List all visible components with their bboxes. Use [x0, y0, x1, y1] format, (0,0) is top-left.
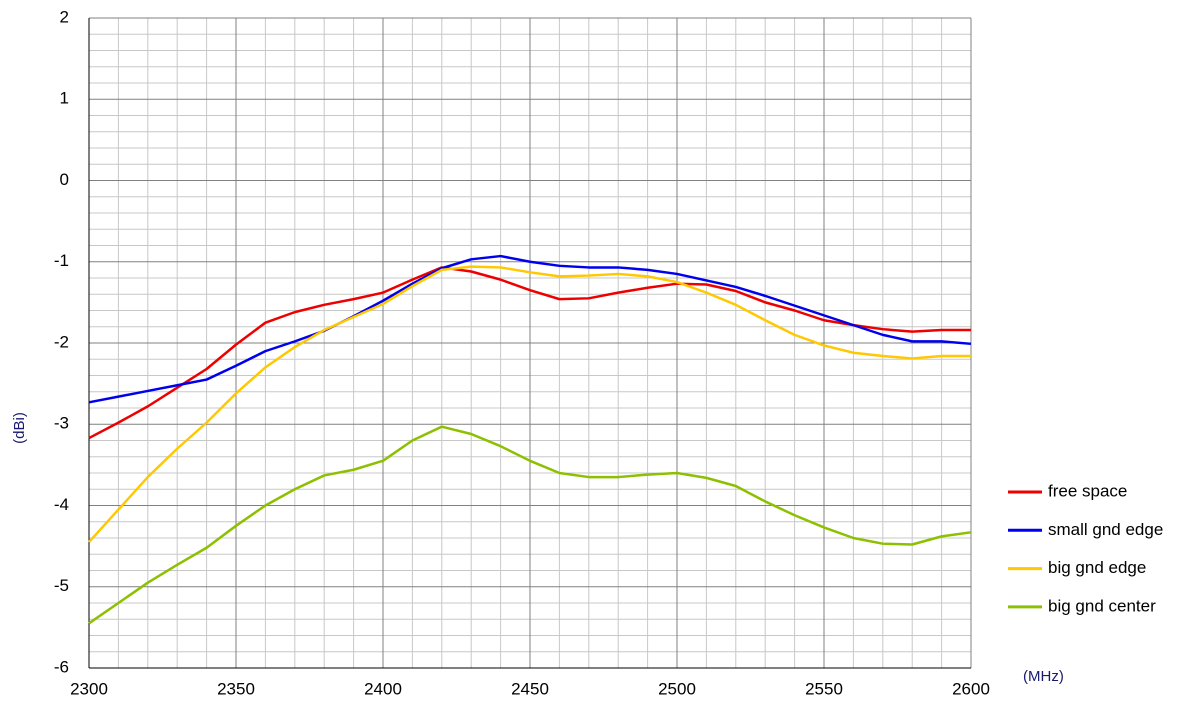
y-tick-label: 0 [60, 170, 69, 189]
y-tick-label: -1 [54, 251, 69, 270]
y-tick-label: -3 [54, 414, 69, 433]
legend-label: big gnd center [1048, 596, 1156, 615]
x-tick-label: 2400 [364, 679, 402, 698]
x-tick-label: 2600 [952, 679, 990, 698]
x-axis-label: (MHz) [1023, 668, 1064, 685]
x-tick-label: 2450 [511, 679, 549, 698]
x-tick-label: 2500 [658, 679, 696, 698]
line-series [88, 265, 971, 543]
y-tick-label: -5 [54, 576, 69, 595]
line-series [88, 266, 971, 440]
legend-label: big gnd edge [1048, 558, 1146, 577]
y-axis-label: (dBi) [11, 412, 28, 444]
x-tick-label: 2300 [70, 679, 108, 698]
x-tick-label: 2550 [805, 679, 843, 698]
line-series [88, 254, 972, 404]
y-tick-label: -2 [54, 332, 69, 351]
y-tick-label: 2 [60, 7, 69, 26]
x-tick-label: 2350 [217, 679, 255, 698]
legend-label: small gnd edge [1048, 520, 1163, 539]
y-tick-label: -4 [54, 495, 69, 514]
y-tick-label: 1 [60, 89, 69, 108]
legend-label: free space [1048, 481, 1127, 500]
y-tick-label: -6 [54, 657, 69, 676]
line-series [88, 425, 972, 625]
